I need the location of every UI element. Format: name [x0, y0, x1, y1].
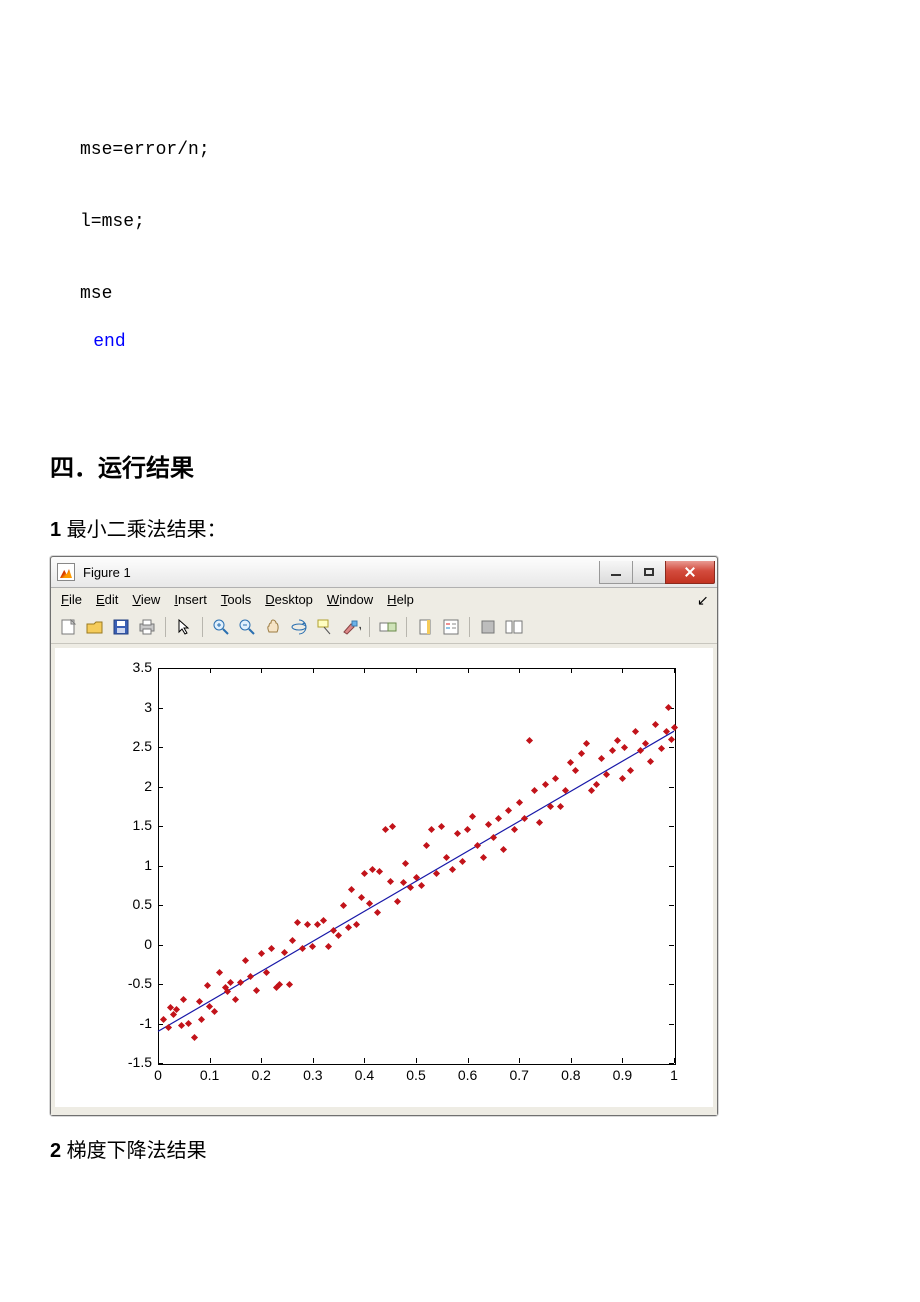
hide-tools-icon[interactable]	[476, 616, 500, 638]
menubar: File Edit View Insert Tools Desktop Wind…	[51, 588, 717, 613]
link-icon[interactable]	[376, 616, 400, 638]
menu-help[interactable]: Help	[387, 592, 414, 607]
figure-window: Figure 1 File Edit View Insert Tools Des…	[50, 556, 718, 1116]
menu-insert[interactable]: Insert	[174, 592, 207, 607]
brush-icon[interactable]: ▾	[339, 616, 363, 638]
datacursor-icon[interactable]	[313, 616, 337, 638]
subheading-1-num: 1	[50, 519, 61, 541]
svg-text:▾: ▾	[359, 624, 361, 633]
menu-desktop[interactable]: Desktop	[265, 592, 313, 607]
menu-window[interactable]: Window	[327, 592, 373, 607]
rotate3d-icon[interactable]	[287, 616, 311, 638]
new-figure-icon[interactable]	[57, 616, 81, 638]
section-heading: 四．运行结果	[50, 448, 870, 483]
print-icon[interactable]	[135, 616, 159, 638]
show-tools-icon[interactable]	[502, 616, 526, 638]
close-button[interactable]	[665, 561, 715, 584]
menu-file[interactable]: File	[61, 592, 82, 607]
subheading-2-num: 2	[50, 1140, 61, 1162]
code-line: l=mse;	[50, 210, 870, 234]
maximize-button[interactable]	[632, 561, 666, 584]
code-line: mse	[50, 282, 870, 306]
window-title: Figure 1	[83, 565, 131, 580]
colorbar-icon[interactable]	[413, 616, 437, 638]
dock-icon[interactable]: ↘	[697, 592, 709, 609]
code-block: mse=error/n; l=mse; mse end	[50, 90, 870, 378]
code-line: mse=error/n;	[50, 138, 870, 162]
subheading-2: 2 梯度下降法结果	[50, 1134, 870, 1163]
subheading-1: 1 最小二乘法结果：	[50, 513, 870, 542]
pointer-icon[interactable]	[172, 616, 196, 638]
keyword-end: end	[93, 332, 125, 352]
axes[interactable]: -1.5-1-0.500.511.522.533.500.10.20.30.40…	[72, 656, 692, 1101]
zoom-out-icon[interactable]	[235, 616, 259, 638]
chart-container: -1.5-1-0.500.511.522.533.500.10.20.30.40…	[51, 644, 717, 1115]
save-icon[interactable]	[109, 616, 133, 638]
menu-tools[interactable]: Tools	[221, 592, 251, 607]
menu-view[interactable]: View	[132, 592, 160, 607]
pan-icon[interactable]	[261, 616, 285, 638]
subheading-1-text: 最小二乘法结果：	[61, 519, 227, 541]
legend-icon[interactable]	[439, 616, 463, 638]
titlebar[interactable]: Figure 1	[51, 557, 717, 588]
subheading-2-text: 梯度下降法结果	[61, 1140, 207, 1162]
minimize-button[interactable]	[599, 561, 633, 584]
open-icon[interactable]	[83, 616, 107, 638]
menu-edit[interactable]: Edit	[96, 592, 118, 607]
matlab-icon	[57, 563, 75, 581]
toolbar: ▾	[51, 613, 717, 644]
zoom-in-icon[interactable]	[209, 616, 233, 638]
fit-line	[72, 656, 692, 1101]
